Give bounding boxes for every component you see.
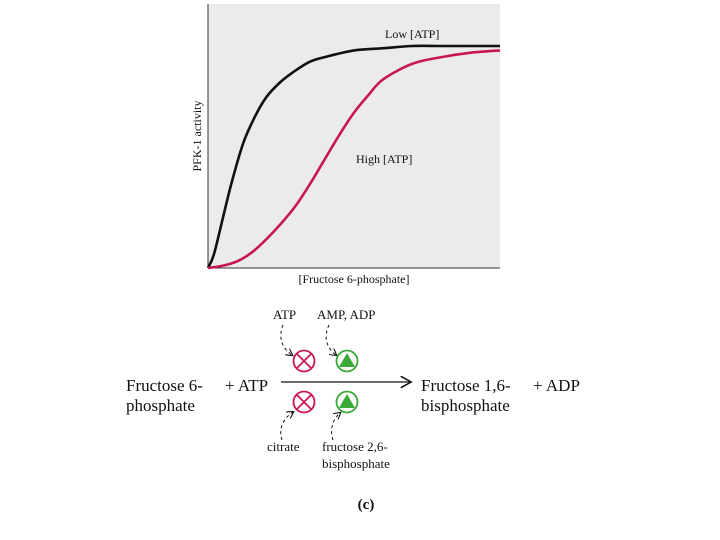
substrate-label-line2: phosphate xyxy=(126,396,195,415)
inhibitor-bottom-arrow xyxy=(280,412,293,441)
series-label-high-atp: High [ATP] xyxy=(356,152,412,166)
activator-top-label: AMP, ADP xyxy=(317,307,376,322)
reaction-scheme: Fructose 6- phosphate + ATP Fructose 1,6… xyxy=(126,307,580,471)
activation-icon xyxy=(335,390,359,414)
series-line-low-atp xyxy=(206,44,500,269)
inhibitor-bottom-label: citrate xyxy=(267,439,300,454)
product-label-line1: Fructose 1,6- xyxy=(421,376,511,395)
series-label-low-atp: Low [ATP] xyxy=(385,27,439,41)
inhibition-icon xyxy=(292,390,316,414)
x-axis-label: [Fructose 6-phosphate] xyxy=(299,272,410,286)
series-line-high-atp xyxy=(207,49,501,270)
y-axis-label: PFK-1 activity xyxy=(190,101,204,172)
inhibition-icon xyxy=(292,349,316,373)
activity-chart: Low [ATP] High [ATP] [Fructose 6-phospha… xyxy=(190,4,501,286)
activator-bottom-arrow xyxy=(331,413,340,441)
activator-bottom-label-line2: bisphosphate xyxy=(322,456,390,471)
plus-adp-label: + ADP xyxy=(533,376,580,395)
product-label-line2: bisphosphate xyxy=(421,396,510,415)
plot-area xyxy=(208,4,500,268)
activator-bottom-label-line1: fructose 2,6- xyxy=(322,439,388,454)
inhibitor-top-arrow xyxy=(280,324,292,355)
activator-top-arrow xyxy=(325,324,336,355)
substrate-label-line1: Fructose 6- xyxy=(126,376,203,395)
activation-icon xyxy=(335,349,359,373)
series-layer xyxy=(206,44,501,270)
plus-atp-label: + ATP xyxy=(225,376,268,395)
inhibitor-top-label: ATP xyxy=(273,307,296,322)
panel-label: (c) xyxy=(358,497,375,513)
